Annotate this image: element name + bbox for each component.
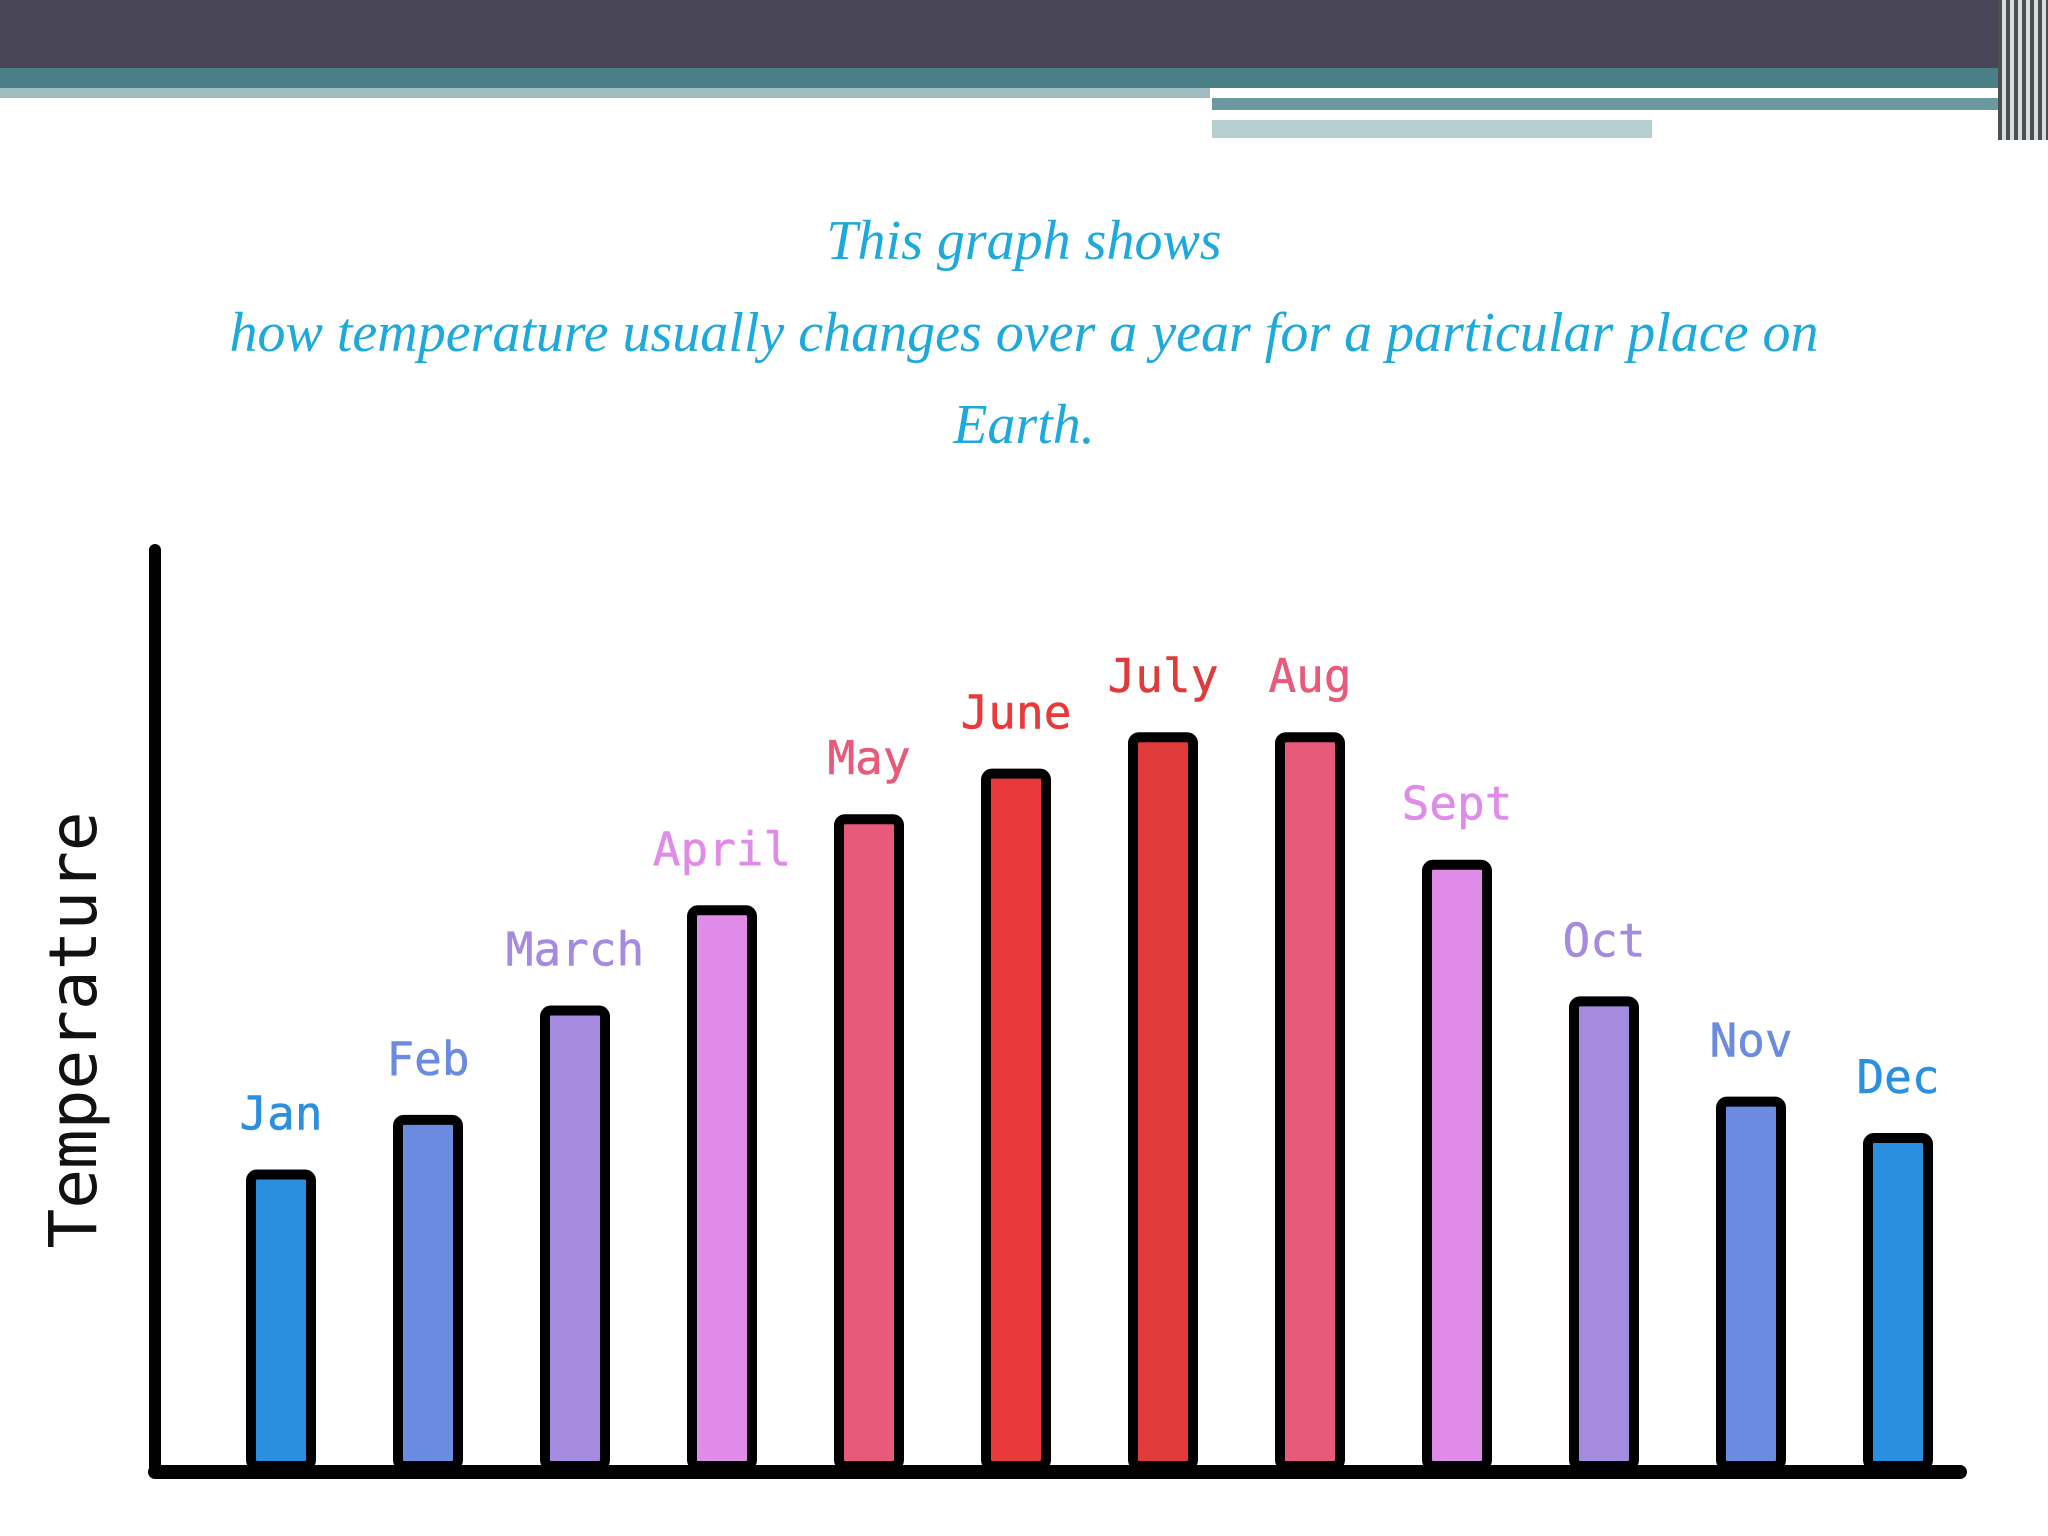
edge-decoration [1998, 0, 2048, 140]
title-line: This graph shows [826, 210, 1222, 272]
bar-label: July [1108, 649, 1219, 703]
title: This graph shows how temperature usually… [0, 195, 2048, 471]
bar [1716, 1096, 1786, 1471]
bar-label: Sept [1402, 777, 1513, 831]
bar [393, 1114, 463, 1471]
stripe [1212, 98, 2012, 110]
bar [540, 1005, 610, 1471]
bar [687, 905, 757, 1471]
stripe [0, 68, 2000, 88]
top-bar [0, 0, 2048, 68]
y-axis-label: Temperature [35, 811, 112, 1248]
bar [981, 768, 1051, 1471]
bar-label: Jan [239, 1086, 322, 1140]
stripe [1212, 120, 1652, 138]
bar-label: June [961, 686, 1072, 740]
title-line: Earth. [953, 394, 1095, 456]
bar [1128, 732, 1198, 1471]
bar [1569, 996, 1639, 1471]
bar [246, 1169, 316, 1471]
bar-label: April [653, 822, 791, 876]
bar-label: May [827, 731, 910, 785]
bar [1422, 859, 1492, 1471]
stripe [0, 88, 1210, 98]
bar [1275, 732, 1345, 1471]
bar [1863, 1133, 1933, 1472]
bar-label: Oct [1562, 913, 1645, 967]
bar-label: Feb [386, 1032, 469, 1086]
bar-label: Nov [1709, 1014, 1792, 1068]
bar-label: Dec [1856, 1050, 1939, 1104]
bar-label: March [506, 923, 644, 977]
bar-label: Aug [1268, 649, 1351, 703]
bar [834, 814, 904, 1471]
title-line: how temperature usually changes over a y… [229, 302, 1819, 364]
